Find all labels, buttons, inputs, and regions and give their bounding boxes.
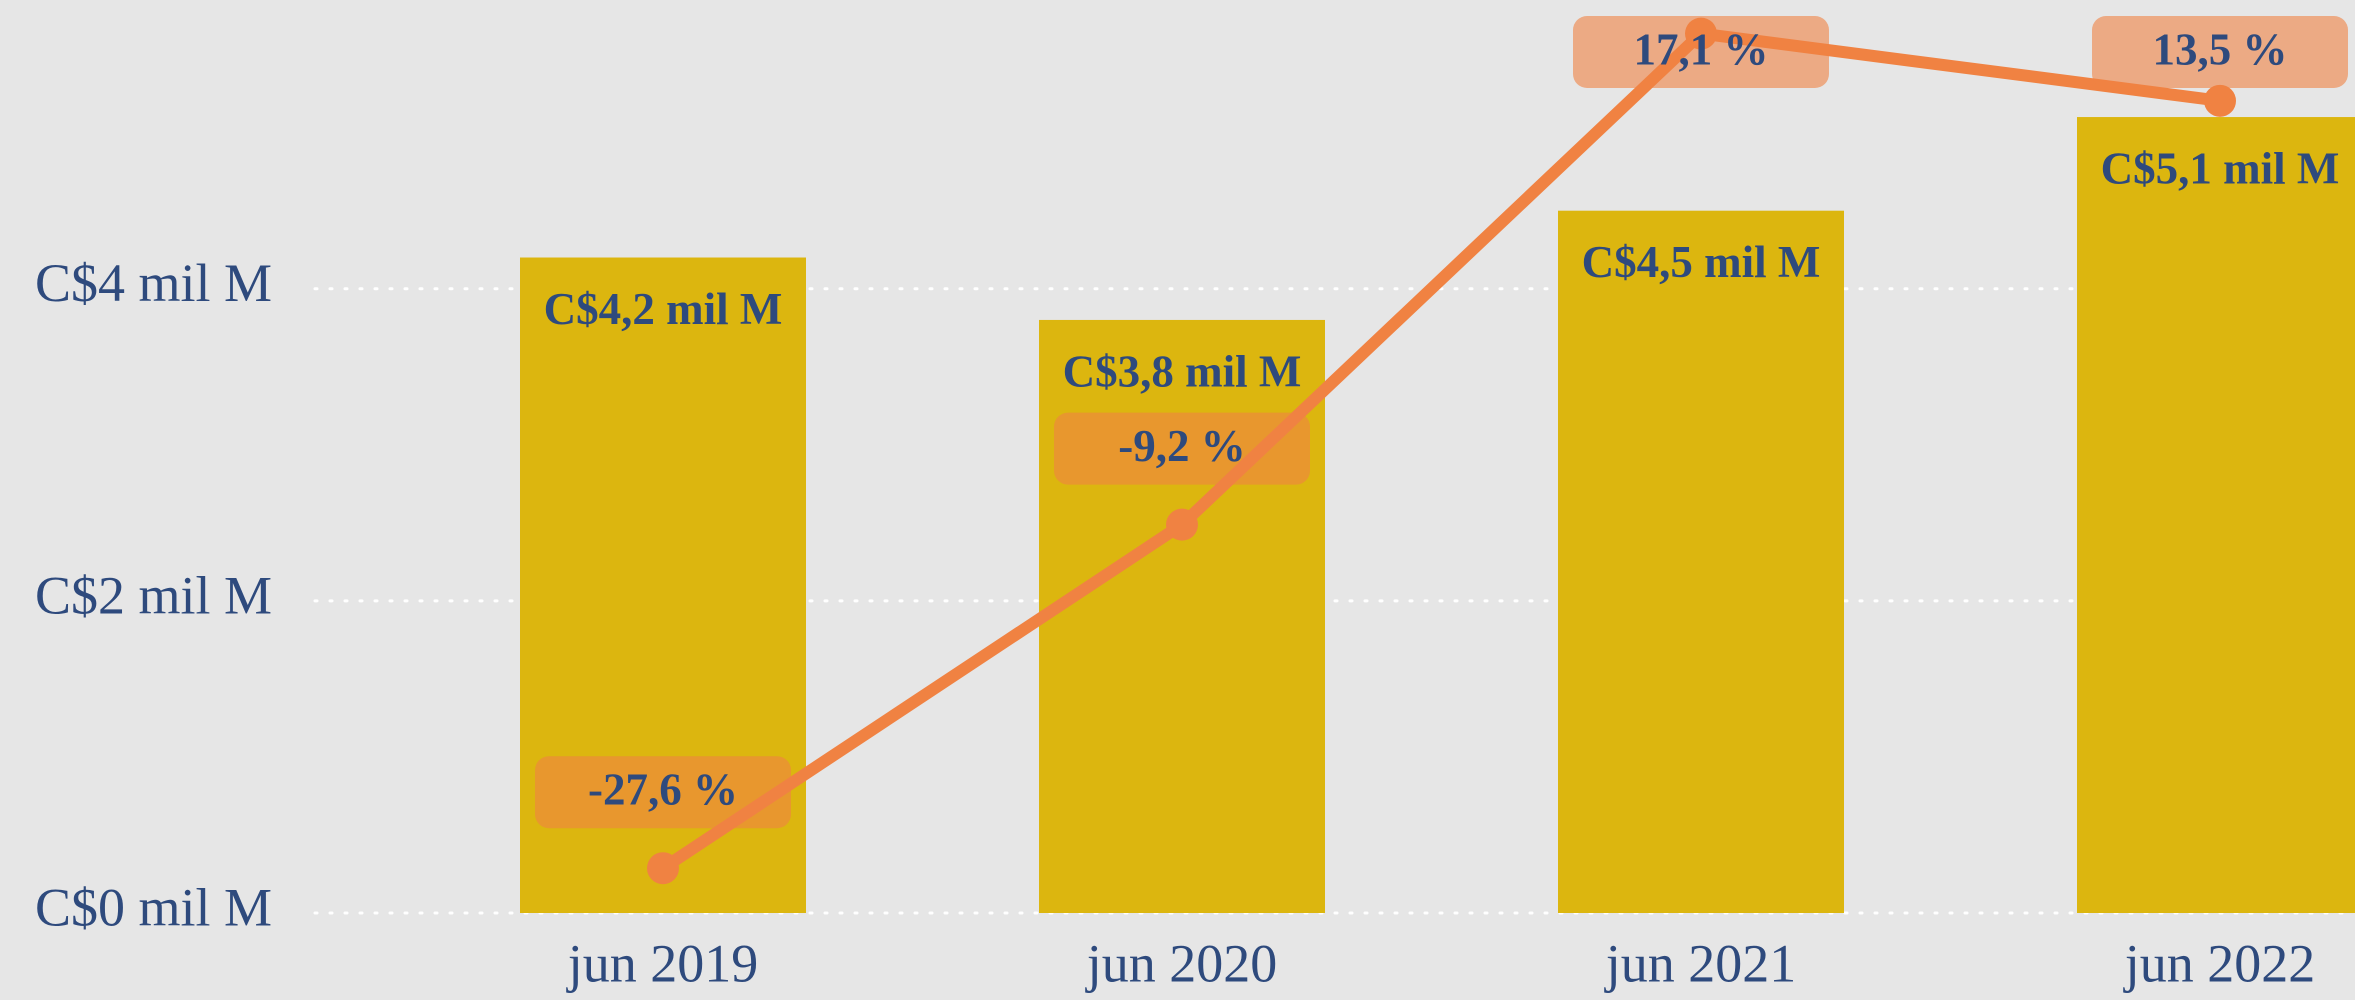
line-value-label: 13,5 % xyxy=(2153,24,2288,74)
bar-value-label: C$5,1 mil M xyxy=(2101,143,2340,193)
line-value-label: -9,2 % xyxy=(1118,421,1246,471)
line-point xyxy=(2204,84,2236,117)
value-label-box xyxy=(1054,412,1310,485)
x-tick-label: jun 2019 xyxy=(566,933,759,993)
bar xyxy=(1558,210,1844,913)
line-value-label: 17,1 % xyxy=(1634,24,1769,74)
x-tick-label: jun 2020 xyxy=(1085,933,1278,993)
bar-value-label: C$3,8 mil M xyxy=(1063,346,1302,396)
line xyxy=(659,27,2221,874)
y-tick-label: C$0 mil M xyxy=(35,877,272,937)
value-label-box xyxy=(2092,16,2348,88)
bar xyxy=(1039,319,1325,913)
y-tick-label: C$4 mil M xyxy=(35,253,272,313)
x-tick-label: jun 2021 xyxy=(1604,933,1797,993)
x-tick-label: jun 2022 xyxy=(2123,933,2316,993)
line-point xyxy=(1166,508,1198,541)
bar-value-label: C$4,2 mil M xyxy=(544,284,783,334)
bar-value-label: C$4,5 mil M xyxy=(1582,237,1821,287)
line-value-label: -27,6 % xyxy=(588,765,738,815)
y-tick-label: C$2 mil M xyxy=(35,565,272,625)
value-label-box xyxy=(535,756,791,829)
value-label-box xyxy=(1573,16,1829,88)
line-point xyxy=(647,852,679,885)
bar xyxy=(2077,117,2355,914)
